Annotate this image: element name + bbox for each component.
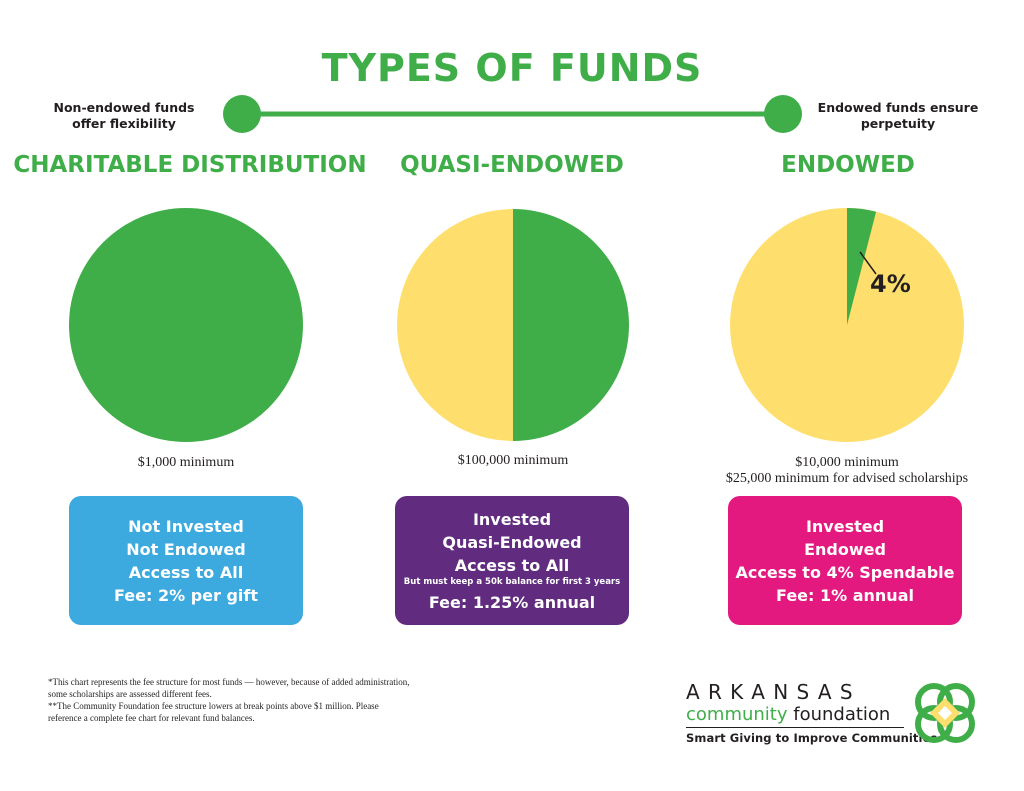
box-line: Quasi-Endowed <box>442 532 582 552</box>
footnote-line: *This chart represents the fee structure… <box>48 677 410 687</box>
box-line: Access to All <box>454 555 570 575</box>
page-title: TYPES OF FUNDS <box>321 46 703 90</box>
logo-community: community <box>686 704 788 725</box>
quasi-endowed-pie-yellow-half <box>397 209 513 441</box>
box-line: Invested <box>472 509 552 529</box>
box-line: Access to All <box>128 562 244 582</box>
logo-subtitle: community foundation <box>686 704 890 725</box>
footnote-line: **The Community Foundation fee structure… <box>48 701 379 711</box>
quasi-endowed-pie-green-half <box>513 209 629 441</box>
box-fee: Fee: 2% per gift <box>114 585 258 605</box>
logo-wordmark: ARKANSAS <box>686 680 861 704</box>
box-fee: Fee: 1% annual <box>776 585 914 605</box>
endowed-details-box: Invested Endowed Access to 4% Spendable … <box>728 496 962 625</box>
charitable-distribution-title: CHARITABLE DISTRIBUTION <box>13 152 367 178</box>
quasi-endowed-minimum: $100,000 minimum <box>457 453 569 468</box>
charitable-distribution-pie <box>69 208 303 442</box>
endowed-note: Endowed funds ensure perpetuity <box>817 100 979 131</box>
non-endowed-note: Non-endowed funds offer flexibility <box>53 100 195 131</box>
footnote-line: reference a complete fee chart for relev… <box>48 713 255 723</box>
box-line: Access to 4% Spendable <box>735 562 955 582</box>
logo-divider <box>686 727 904 728</box>
quasi-endowed-pie <box>397 209 629 441</box>
quasi-endowed-title: QUASI-ENDOWED <box>400 152 624 178</box>
endowed-pie-green-slice <box>847 208 877 325</box>
fund-pies: 4% <box>69 208 964 442</box>
endowed-pie: 4% <box>730 208 964 442</box>
box-line: Not Endowed <box>126 539 246 559</box>
timeline-start-dot <box>223 95 261 133</box>
endowed-slice-label: 4% <box>870 270 911 298</box>
endowed-slice-pointer <box>859 251 877 275</box>
box-line: Invested <box>805 516 885 536</box>
box-line: Endowed <box>804 539 886 559</box>
charitable-minimum: $1,000 minimum <box>137 455 235 470</box>
endowed-title: ENDOWED <box>781 152 915 178</box>
box-note: But must keep a 50k balance for first 3 … <box>403 576 621 587</box>
charitable-details-box: Not Invested Not Endowed Access to All F… <box>69 496 303 625</box>
box-line: Not Invested <box>128 516 244 536</box>
timeline <box>223 95 802 133</box>
quasi-endowed-details-box: Invested Quasi-Endowed Access to All But… <box>395 496 629 625</box>
endowed-minimum: $10,000 minimum $25,000 minimum for advi… <box>725 455 969 486</box>
footnotes: *This chart represents the fee structure… <box>48 676 458 724</box>
box-fee: Fee: 1.25% annual <box>428 592 596 612</box>
timeline-end-dot <box>764 95 802 133</box>
logo-tagline: Smart Giving to Improve Communities <box>686 731 938 745</box>
footnote-line: some scholarships are assessed different… <box>48 689 212 699</box>
logo-mark-icon <box>915 683 975 743</box>
logo-foundation: foundation <box>787 704 891 725</box>
